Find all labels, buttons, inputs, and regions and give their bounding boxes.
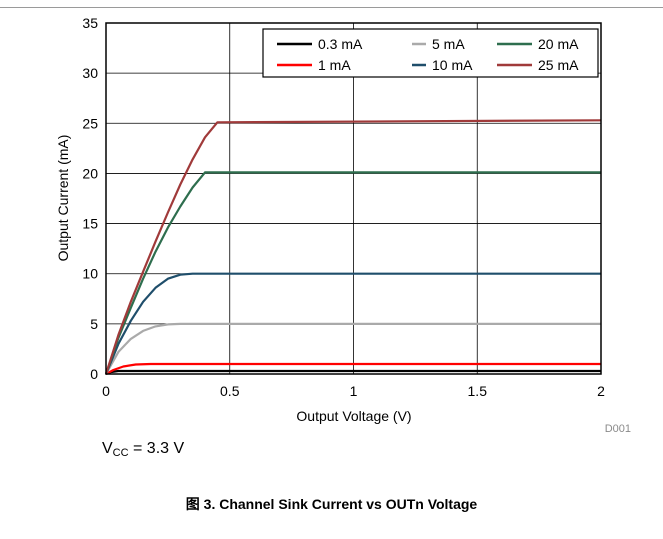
series-line-3 — [104, 272, 601, 375]
figure-caption: 图 3. Channel Sink Current vs OUTn Voltag… — [185, 496, 478, 512]
legend: 0.3 mA 5 mA 20 mA 1 mA 10 mA 25 mA — [262, 28, 599, 78]
y-tick-label: 5 — [90, 316, 98, 332]
supply-voltage-condition: VCC = 3.3 V — [102, 440, 184, 459]
x-tick-label: 1 — [350, 383, 358, 399]
y-tick-label: 25 — [82, 115, 98, 131]
series-line-2 — [105, 322, 601, 375]
y-tick-label: 15 — [82, 216, 98, 232]
x-axis-label: Output Voltage (V) — [296, 408, 411, 424]
tick-labels: 0 5 10 15 20 25 30 35 0 0.5 1 1.5 2 — [82, 15, 605, 399]
x-tick-label: 0 — [102, 383, 110, 399]
legend-label: 1 mA — [318, 57, 351, 73]
legend-label: 25 mA — [538, 57, 579, 73]
y-tick-label: 35 — [82, 15, 98, 31]
x-tick-label: 0.5 — [220, 383, 240, 399]
legend-label: 0.3 mA — [318, 36, 363, 52]
condition-subscript: CC — [112, 447, 129, 459]
y-tick-label: 30 — [82, 65, 98, 81]
y-tick-label: 0 — [90, 366, 98, 382]
top-rule — [0, 7, 663, 8]
y-axis-label: Output Current (mA) — [55, 135, 71, 262]
y-tick-label: 10 — [82, 266, 98, 282]
series-line-4 — [104, 171, 601, 375]
legend-label: 10 mA — [432, 57, 473, 73]
legend-box — [262, 28, 599, 78]
series-line-1 — [105, 362, 601, 375]
chart: 0 5 10 15 20 25 30 35 0 0.5 1 1.5 2 0.3 mA 5 mA 20 mA 1… — [55, 15, 631, 435]
x-tick-label: 2 — [597, 383, 605, 399]
plot-id: D001 — [605, 423, 631, 435]
legend-label: 20 mA — [538, 36, 579, 52]
x-tick-label: 1.5 — [468, 383, 488, 399]
series-line-5 — [104, 119, 602, 375]
series-layer — [104, 119, 602, 376]
condition-prefix: V — [102, 440, 113, 457]
condition-value: = 3.3 V — [128, 440, 185, 457]
legend-label: 5 mA — [432, 36, 465, 52]
y-tick-label: 20 — [82, 165, 98, 181]
plot-frame — [105, 22, 602, 375]
